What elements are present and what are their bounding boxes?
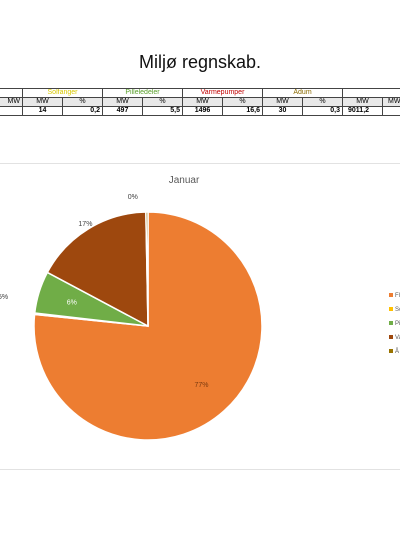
value-cell: [382, 106, 400, 116]
unit-header-cell: MW: [182, 97, 223, 107]
category-header-row: Solfanger Pilleledeler Varmepumper Ådum: [0, 88, 400, 98]
legend-label: Fl: [395, 293, 400, 299]
energy-table: Solfanger Pilleledeler Varmepumper Ådum …: [0, 88, 400, 116]
unit-header-cell: %: [222, 97, 263, 107]
unit-header-cell: %: [142, 97, 183, 107]
category-header-total: [342, 88, 400, 98]
legend-label: Å: [395, 348, 399, 355]
category-header-pilleledeler: Pilleledeler: [102, 88, 183, 98]
value-cell: 0,2: [62, 106, 103, 116]
value-cell: 14: [22, 106, 63, 116]
unit-header-cell: MW: [102, 97, 143, 107]
value-cell: 16,6: [222, 106, 263, 116]
slice-percentage-label: 77%: [194, 382, 208, 389]
category-header-blank: [0, 88, 23, 98]
pie-slice: [145, 211, 149, 327]
unit-header-cell: %: [62, 97, 103, 107]
value-cell: 0,3: [301, 106, 344, 116]
legend-marker: [389, 335, 393, 339]
page-title: Miljø regnskab.: [138, 52, 262, 72]
edge-percentage-label: 5%: [0, 294, 8, 301]
legend-marker: [389, 307, 393, 311]
legend-label: Pi: [395, 321, 400, 327]
unit-header-cell: MW: [342, 97, 384, 107]
unit-header-cell: MW: [22, 97, 63, 107]
value-cell: 30: [262, 106, 303, 116]
legend-marker: [389, 321, 393, 325]
value-cell: 1496: [182, 106, 223, 116]
chart-frame: [0, 163, 400, 470]
value-cell: [0, 106, 23, 116]
legend-marker: [389, 349, 393, 353]
unit-header-cell: MW: [262, 97, 303, 107]
legend-marker: [389, 293, 393, 297]
category-header-adum: Ådum: [261, 88, 344, 98]
unit-header-cell: MW: [382, 97, 400, 107]
value-cell: 497: [102, 106, 143, 116]
unit-header-row: MW MW % MW % MW % MW % MW MW: [0, 97, 400, 107]
slice-percentage-label: 0%: [128, 194, 138, 201]
category-header-varmepumper: Varmepumper: [182, 88, 263, 98]
value-cell: 9011,2: [342, 106, 384, 116]
unit-header-cell: MW: [0, 97, 23, 107]
value-cell: 5,5: [142, 106, 183, 116]
value-row: 14 0,2 497 5,5 1496 16,6 30 0,3 9011,2: [0, 106, 400, 116]
pie-chart: Januar 5% 77% 6% 17% 0% Fl So Pi Va Å: [0, 175, 400, 441]
legend-label: So: [395, 307, 400, 313]
slice-percentage-label: 6%: [67, 299, 77, 306]
category-header-solfanger: Solfanger: [22, 88, 103, 98]
pie-slice: [46, 211, 149, 328]
unit-header-cell: %: [301, 97, 344, 107]
slice-percentage-label: 17%: [78, 221, 92, 228]
chart-title: Januar: [169, 175, 200, 186]
legend-label: Va: [395, 335, 400, 341]
